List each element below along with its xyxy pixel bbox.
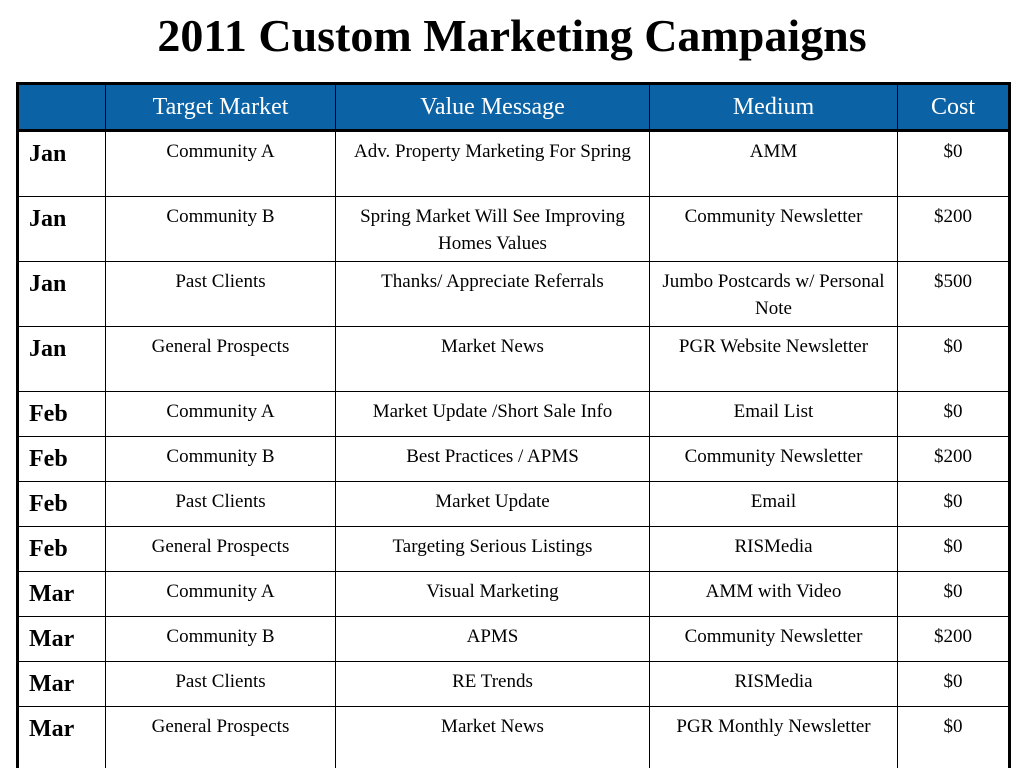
month-cell: Mar bbox=[17, 571, 106, 617]
header-value-message: Value Message bbox=[335, 83, 650, 132]
value-message-cell: Market Update /Short Sale Info bbox=[335, 391, 650, 437]
medium-cell: AMM with Video bbox=[649, 571, 898, 617]
medium-cell: Community Newsletter bbox=[649, 616, 898, 662]
table-row: Mar General Prospects Market News PGR Mo… bbox=[17, 706, 1010, 768]
value-message-cell: Adv. Property Marketing For Spring bbox=[335, 130, 650, 197]
value-message-cell: Thanks/ Appreciate Referrals bbox=[335, 261, 650, 327]
month-cell: Jan bbox=[17, 261, 106, 327]
table-row: Jan Community A Adv. Property Marketing … bbox=[17, 130, 1010, 197]
target-market-cell: General Prospects bbox=[105, 326, 336, 392]
campaign-table-container: Target Market Value Message Medium Cost … bbox=[16, 82, 1011, 768]
cost-cell: $0 bbox=[897, 571, 1010, 617]
month-cell: Jan bbox=[17, 130, 106, 197]
target-market-cell: Past Clients bbox=[105, 661, 336, 707]
value-message-cell: Targeting Serious Listings bbox=[335, 526, 650, 572]
month-cell: Jan bbox=[17, 326, 106, 392]
value-message-cell: RE Trends bbox=[335, 661, 650, 707]
table-row: Feb General Prospects Targeting Serious … bbox=[17, 526, 1010, 572]
target-market-cell: General Prospects bbox=[105, 526, 336, 572]
target-market-cell: Community B bbox=[105, 436, 336, 482]
header-target-market: Target Market bbox=[105, 83, 336, 132]
medium-cell: AMM bbox=[649, 130, 898, 197]
medium-cell: PGR Website Newsletter bbox=[649, 326, 898, 392]
medium-cell: PGR Monthly Newsletter bbox=[649, 706, 898, 768]
table-row: Mar Community A Visual Marketing AMM wit… bbox=[17, 571, 1010, 617]
cost-cell: $0 bbox=[897, 326, 1010, 392]
header-medium: Medium bbox=[649, 83, 898, 132]
month-cell: Mar bbox=[17, 661, 106, 707]
table-row: Feb Past Clients Market Update Email $0 bbox=[17, 481, 1010, 527]
value-message-cell: Visual Marketing bbox=[335, 571, 650, 617]
month-cell: Feb bbox=[17, 526, 106, 572]
month-cell: Feb bbox=[17, 436, 106, 482]
target-market-cell: Past Clients bbox=[105, 481, 336, 527]
table-row: Mar Community B APMS Community Newslette… bbox=[17, 616, 1010, 662]
target-market-cell: Community B bbox=[105, 616, 336, 662]
target-market-cell: Community A bbox=[105, 571, 336, 617]
medium-cell: Community Newsletter bbox=[649, 436, 898, 482]
table-row: Mar Past Clients RE Trends RISMedia $0 bbox=[17, 661, 1010, 707]
cost-cell: $200 bbox=[897, 436, 1010, 482]
cost-cell: $0 bbox=[897, 391, 1010, 437]
table-row: Jan General Prospects Market News PGR We… bbox=[17, 326, 1010, 392]
medium-cell: Jumbo Postcards w/ Personal Note bbox=[649, 261, 898, 327]
medium-cell: Email List bbox=[649, 391, 898, 437]
cost-cell: $0 bbox=[897, 706, 1010, 768]
medium-cell: RISMedia bbox=[649, 661, 898, 707]
campaign-table: Target Market Value Message Medium Cost … bbox=[16, 82, 1011, 768]
target-market-cell: Community A bbox=[105, 130, 336, 197]
cost-cell: $0 bbox=[897, 661, 1010, 707]
target-market-cell: Community B bbox=[105, 196, 336, 262]
header-cost: Cost bbox=[897, 83, 1010, 132]
target-market-cell: General Prospects bbox=[105, 706, 336, 768]
page-title: 2011 Custom Marketing Campaigns bbox=[157, 10, 867, 61]
month-cell: Feb bbox=[17, 481, 106, 527]
month-cell: Jan bbox=[17, 196, 106, 262]
medium-cell: RISMedia bbox=[649, 526, 898, 572]
medium-cell: Email bbox=[649, 481, 898, 527]
cost-cell: $0 bbox=[897, 481, 1010, 527]
target-market-cell: Past Clients bbox=[105, 261, 336, 327]
month-cell: Mar bbox=[17, 706, 106, 768]
target-market-cell: Community A bbox=[105, 391, 336, 437]
value-message-cell: Spring Market Will See Improving Homes V… bbox=[335, 196, 650, 262]
table-row: Feb Community B Best Practices / APMS Co… bbox=[17, 436, 1010, 482]
medium-cell: Community Newsletter bbox=[649, 196, 898, 262]
table-row: Jan Community B Spring Market Will See I… bbox=[17, 196, 1010, 262]
value-message-cell: Market News bbox=[335, 706, 650, 768]
month-cell: Mar bbox=[17, 616, 106, 662]
value-message-cell: Market Update bbox=[335, 481, 650, 527]
table-row: Feb Community A Market Update /Short Sal… bbox=[17, 391, 1010, 437]
cost-cell: $0 bbox=[897, 526, 1010, 572]
table-header-row: Target Market Value Message Medium Cost bbox=[17, 83, 1010, 132]
cost-cell: $500 bbox=[897, 261, 1010, 327]
cost-cell: $0 bbox=[897, 130, 1010, 197]
header-month bbox=[17, 83, 106, 132]
cost-cell: $200 bbox=[897, 196, 1010, 262]
value-message-cell: Market News bbox=[335, 326, 650, 392]
value-message-cell: Best Practices / APMS bbox=[335, 436, 650, 482]
month-cell: Feb bbox=[17, 391, 106, 437]
value-message-cell: APMS bbox=[335, 616, 650, 662]
table-row: Jan Past Clients Thanks/ Appreciate Refe… bbox=[17, 261, 1010, 327]
cost-cell: $200 bbox=[897, 616, 1010, 662]
